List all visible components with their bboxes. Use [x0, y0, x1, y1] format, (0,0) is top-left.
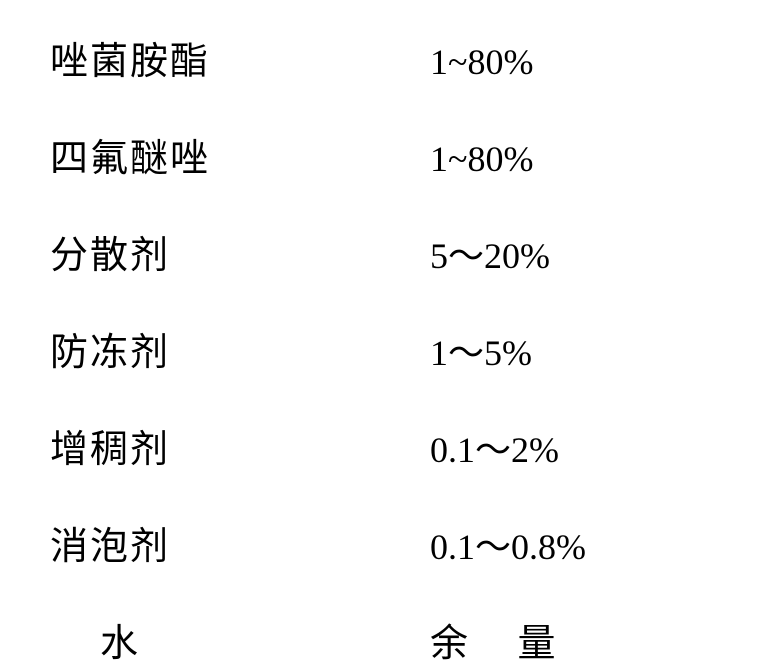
ingredient-label: 消泡剂	[50, 515, 430, 570]
ingredient-value: 1~80%	[430, 41, 533, 83]
table-row: 四氟醚唑 1~80%	[50, 127, 733, 182]
ingredient-value: 0.1～0.8%	[430, 518, 586, 570]
table-row: 水 余 量	[50, 612, 733, 667]
ingredient-value: 余 量	[430, 612, 576, 667]
table-row: 消泡剂 0.1～0.8%	[50, 515, 733, 570]
table-row: 增稠剂 0.1～2%	[50, 418, 733, 473]
ingredient-value: 0.1～2%	[430, 421, 559, 473]
ingredient-label: 唑菌胺酯	[50, 30, 430, 85]
ingredient-label: 分散剂	[50, 224, 430, 279]
composition-table: 唑菌胺酯 1~80% 四氟醚唑 1~80% 分散剂 5～20% 防冻剂 1～5%…	[50, 30, 733, 667]
ingredient-label: 防冻剂	[50, 321, 430, 376]
ingredient-label: 四氟醚唑	[50, 127, 430, 182]
ingredient-value: 1～5%	[430, 324, 532, 376]
ingredient-label: 增稠剂	[50, 418, 430, 473]
ingredient-label: 水	[50, 612, 430, 667]
ingredient-value: 1~80%	[430, 138, 533, 180]
table-row: 唑菌胺酯 1~80%	[50, 30, 733, 85]
ingredient-value: 5～20%	[430, 227, 550, 279]
table-row: 防冻剂 1～5%	[50, 321, 733, 376]
table-row: 分散剂 5～20%	[50, 224, 733, 279]
